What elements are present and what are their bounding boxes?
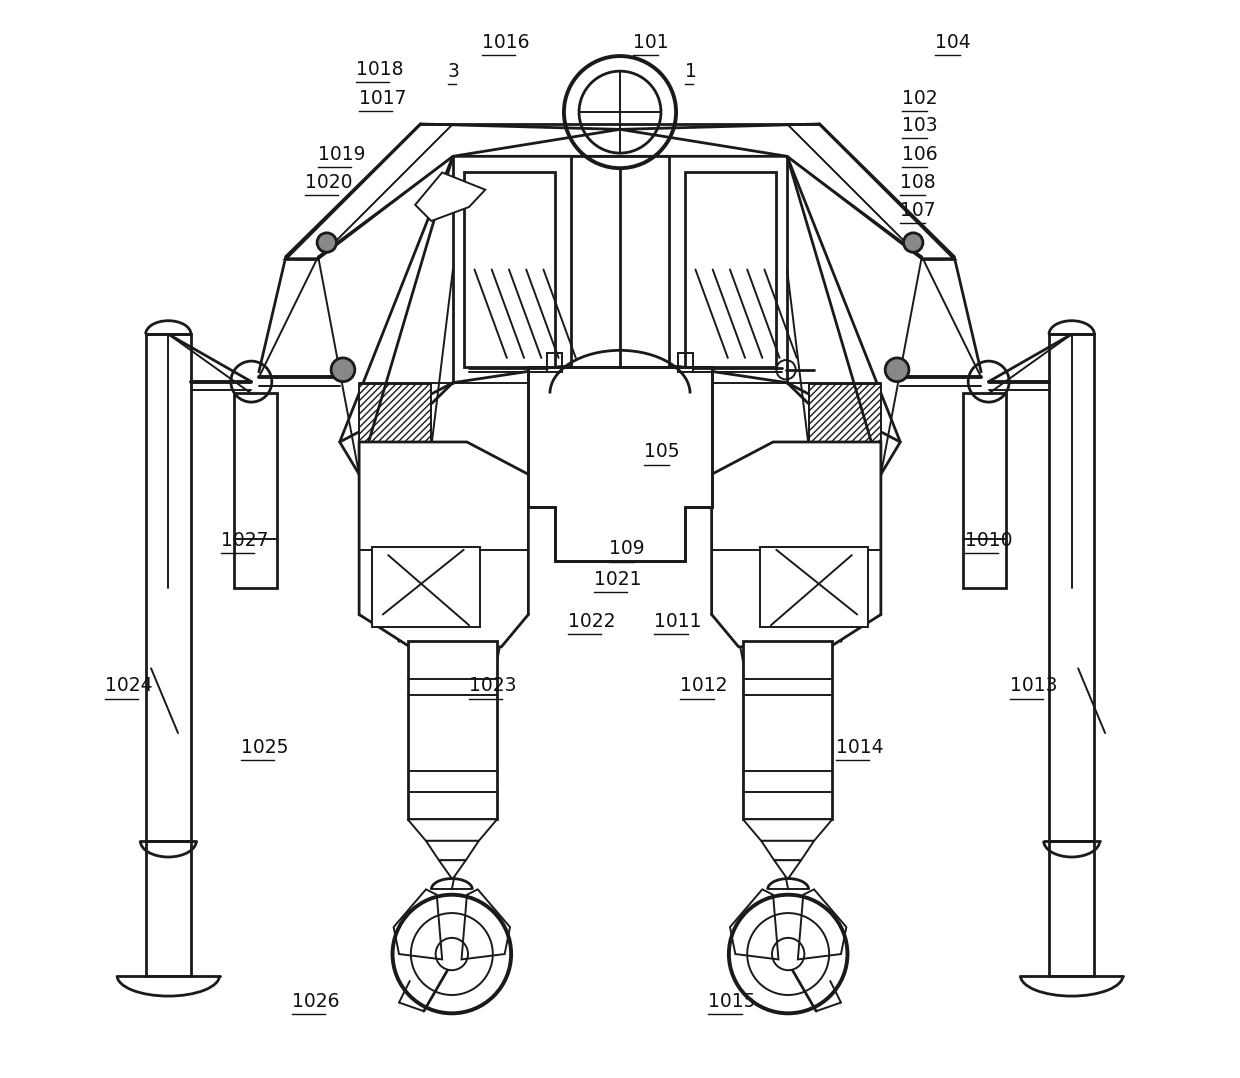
Circle shape (317, 233, 336, 252)
Circle shape (904, 233, 923, 252)
Text: 1024: 1024 (104, 676, 153, 695)
Polygon shape (360, 442, 528, 647)
Polygon shape (427, 841, 479, 860)
Text: 1016: 1016 (482, 32, 529, 52)
Bar (372, 547, 480, 627)
Polygon shape (712, 442, 880, 647)
Bar (962, 393, 1006, 588)
Polygon shape (684, 172, 776, 367)
Text: 103: 103 (903, 115, 939, 135)
Text: 105: 105 (644, 442, 680, 461)
Polygon shape (620, 124, 955, 259)
Bar (1049, 841, 1095, 976)
Polygon shape (340, 156, 900, 474)
Text: 1012: 1012 (681, 676, 728, 695)
Bar (547, 353, 562, 372)
Text: 104: 104 (935, 32, 971, 52)
Bar (743, 641, 832, 819)
Polygon shape (730, 889, 779, 959)
Bar (760, 547, 868, 627)
Bar (234, 393, 278, 588)
Text: 1023: 1023 (469, 676, 517, 695)
Text: 1022: 1022 (568, 611, 616, 631)
Text: 1019: 1019 (319, 144, 366, 164)
Circle shape (331, 358, 355, 382)
Text: 106: 106 (903, 144, 939, 164)
Text: 1027: 1027 (221, 530, 269, 550)
Text: 1020: 1020 (305, 172, 352, 192)
Bar (360, 384, 432, 444)
Text: 102: 102 (903, 88, 939, 108)
Text: 1018: 1018 (356, 59, 403, 79)
Polygon shape (743, 819, 832, 841)
Polygon shape (393, 889, 443, 959)
Polygon shape (528, 367, 712, 561)
Polygon shape (572, 156, 668, 367)
Text: 1: 1 (684, 61, 697, 81)
Bar (1049, 334, 1095, 841)
Polygon shape (761, 841, 813, 860)
Text: 1010: 1010 (965, 530, 1012, 550)
Text: 1015: 1015 (708, 992, 756, 1011)
Bar (808, 384, 880, 444)
Polygon shape (464, 172, 556, 367)
Text: 3: 3 (448, 61, 459, 81)
Circle shape (885, 358, 909, 382)
Text: 1025: 1025 (241, 737, 288, 757)
Text: 108: 108 (900, 172, 936, 192)
Polygon shape (415, 172, 485, 221)
Polygon shape (408, 819, 497, 841)
Bar (678, 353, 693, 372)
Text: 107: 107 (900, 201, 936, 220)
Text: 1011: 1011 (655, 611, 702, 631)
Bar (145, 334, 191, 841)
Polygon shape (461, 889, 510, 959)
Text: 109: 109 (609, 539, 645, 558)
Polygon shape (285, 124, 620, 259)
Text: 1017: 1017 (360, 88, 407, 108)
Polygon shape (774, 860, 801, 879)
Text: 1026: 1026 (293, 992, 340, 1011)
Bar (408, 641, 497, 819)
Text: 101: 101 (632, 32, 668, 52)
Bar (145, 841, 191, 976)
Text: 1014: 1014 (836, 737, 883, 757)
Text: 1013: 1013 (1011, 676, 1058, 695)
Text: 1021: 1021 (594, 569, 641, 589)
Polygon shape (439, 860, 466, 879)
Polygon shape (797, 889, 847, 959)
